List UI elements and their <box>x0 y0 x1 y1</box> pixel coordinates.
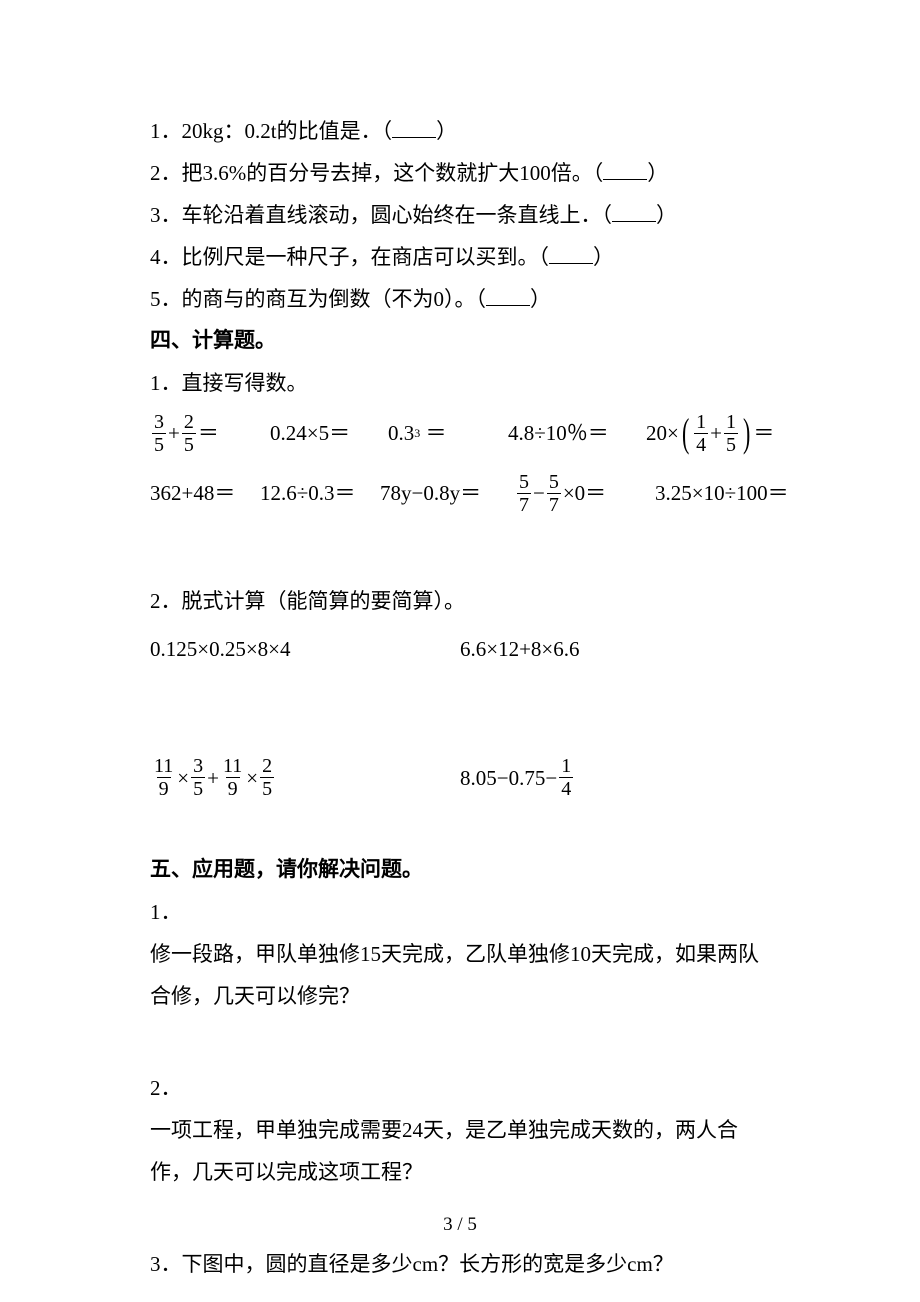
judge-q3-text: 3．车轮沿着直线滚动，圆心始终在一条直线上．（ <box>150 203 612 227</box>
judge-q2-text: 2．把3.6%的百分号去掉，这个数就扩大100倍。（ <box>150 161 603 185</box>
blank[interactable] <box>549 242 593 264</box>
den: 5 <box>724 433 738 455</box>
calc-1e: 20×( 14 + 15 )＝ <box>646 410 774 456</box>
num: 1 <box>724 412 738 433</box>
judge-q5-end: ） <box>530 287 551 311</box>
den: 5 <box>182 433 196 455</box>
op: + <box>710 412 722 454</box>
judge-q3-end: ） <box>656 203 677 227</box>
q2-row2: 119 × 35 + 119 × 25 8.05−0.75− 14 <box>150 756 770 799</box>
blank[interactable] <box>486 284 530 306</box>
num: 3 <box>152 412 166 433</box>
section5-title: 五、应用题，请你解决问题。 <box>150 849 770 891</box>
num: 5 <box>517 472 531 493</box>
calc-1c: 0.33 ＝ <box>388 410 508 456</box>
eq: ＝ <box>198 412 219 454</box>
exp: 3 <box>414 421 420 445</box>
num: 1 <box>694 412 708 433</box>
blank[interactable] <box>392 116 436 138</box>
page: 1．20kg：0.2t的比值是．（ ） 2．把3.6%的百分号去掉，这个数就扩大1… <box>0 0 920 1302</box>
judge-q3: 3．车轮沿着直线滚动，圆心始终在一条直线上．（ ） <box>150 194 770 236</box>
q5-3: 3．下图中，圆的直径是多少cm？长方形的宽是多少cm？ <box>150 1243 770 1285</box>
calc-2d: 57 − 57 ×0＝ <box>515 470 655 516</box>
judge-q2-end: ） <box>647 161 668 185</box>
q5-2-num: 2． <box>150 1067 770 1109</box>
pre: 20× <box>646 412 679 454</box>
den: 4 <box>694 433 708 455</box>
judge-q1-end: ） <box>436 119 457 143</box>
blank[interactable] <box>612 200 656 222</box>
judge-q5-text: 5．的商与的商互为倒数（不为0）。（ <box>150 287 486 311</box>
judge-q1-text: 1．20kg：0.2t的比值是．（ <box>150 119 392 143</box>
q2a: 0.125×0.25×8×4 <box>150 628 460 670</box>
q5-2: 一项工程，甲单独完成需要24天，是乙单独完成天数的，两人合作，几天可以完成这项工… <box>150 1109 770 1193</box>
section4-q2: 2．脱式计算（能简算的要简算）。 <box>150 580 770 622</box>
section4-title: 四、计算题。 <box>150 320 770 362</box>
judge-q4-text: 4．比例尺是一种尺子，在商店可以买到。（ <box>150 245 549 269</box>
calc-1a: 35 + 25 ＝ <box>150 410 270 456</box>
q2c: 119 × 35 + 119 × 25 <box>150 756 460 799</box>
eq: ＝ <box>753 412 774 454</box>
calc-row-1: 35 + 25 ＝ 0.24×5＝ 0.33 ＝ 4.8÷10％＝ 20×( 1… <box>150 410 770 456</box>
den: 5 <box>260 777 274 799</box>
den: 9 <box>226 777 240 799</box>
pre: 8.05−0.75− <box>460 757 557 799</box>
page-number: 3 / 5 <box>0 1206 920 1244</box>
q2-row1: 0.125×0.25×8×4 6.6×12+8×6.6 <box>150 628 770 670</box>
blank[interactable] <box>603 158 647 180</box>
den: 5 <box>152 433 166 455</box>
op: ×0＝ <box>563 472 606 514</box>
calc-2b: 12.6÷0.3＝ <box>260 470 380 516</box>
q5-1-num: 1． <box>150 891 770 933</box>
den: 9 <box>157 777 171 799</box>
calc-1d: 4.8÷10％＝ <box>508 410 646 456</box>
judge-q5: 5．的商与的商互为倒数（不为0）。（ ） <box>150 278 770 320</box>
num: 11 <box>152 756 175 777</box>
num: 1 <box>559 756 573 777</box>
calc-1b: 0.24×5＝ <box>270 410 388 456</box>
op: × <box>177 757 189 799</box>
calc-row-2: 362+48＝ 12.6÷0.3＝ 78y−0.8y＝ 57 − 57 ×0＝ … <box>150 470 770 516</box>
q5-1: 修一段路，甲队单独修15天完成，乙队单独修10天完成，如果两队合修，几天可以修完… <box>150 933 770 1017</box>
q2d: 8.05−0.75− 14 <box>460 756 770 799</box>
den: 5 <box>191 777 205 799</box>
den: 7 <box>517 493 531 515</box>
den: 4 <box>559 777 573 799</box>
judge-q1: 1．20kg：0.2t的比值是．（ ） <box>150 110 770 152</box>
num: 11 <box>221 756 244 777</box>
base: 0.3 <box>388 412 414 454</box>
num: 2 <box>260 756 274 777</box>
num: 5 <box>547 472 561 493</box>
calc-2e: 3.25×10÷100＝ <box>655 470 789 516</box>
op: × <box>246 757 258 799</box>
eq: ＝ <box>426 412 447 454</box>
judge-q2: 2．把3.6%的百分号去掉，这个数就扩大100倍。（ ） <box>150 152 770 194</box>
judge-q4-end: ） <box>593 245 614 269</box>
q2b: 6.6×12+8×6.6 <box>460 628 770 670</box>
op: + <box>168 412 180 454</box>
op: − <box>533 472 545 514</box>
num: 3 <box>191 756 205 777</box>
section4-q1: 1．直接写得数。 <box>150 362 770 404</box>
den: 7 <box>547 493 561 515</box>
judge-q4: 4．比例尺是一种尺子，在商店可以买到。（ ） <box>150 236 770 278</box>
op: + <box>207 757 219 799</box>
num: 2 <box>182 412 196 433</box>
calc-2c: 78y−0.8y＝ <box>380 470 515 516</box>
calc-2a: 362+48＝ <box>150 470 260 516</box>
